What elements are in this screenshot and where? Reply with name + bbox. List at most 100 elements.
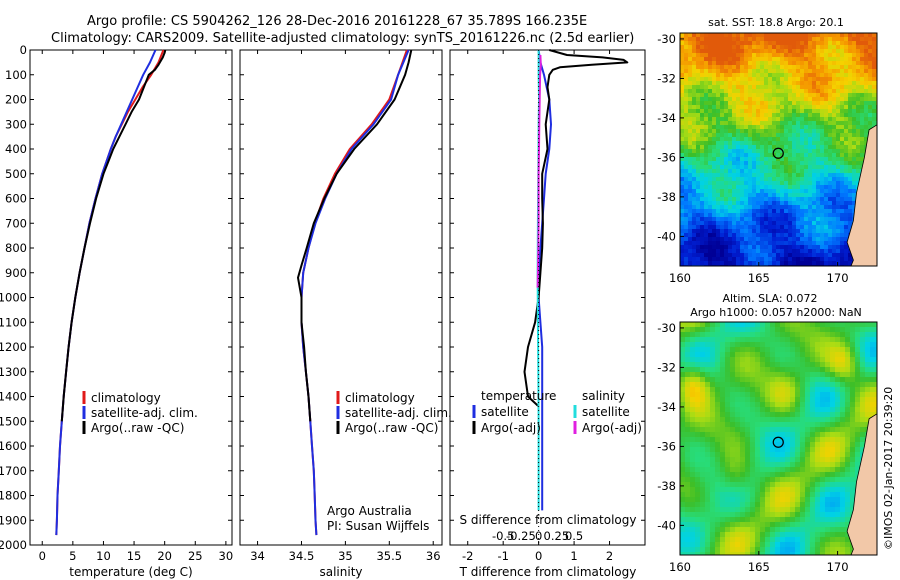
map-cell [768, 65, 773, 70]
map-cell [776, 241, 781, 246]
map-cell [788, 81, 793, 86]
map-cell [708, 189, 713, 194]
y-tick-label: 600 [5, 192, 27, 206]
map-cell [730, 512, 736, 518]
map-cell [828, 245, 833, 250]
title-line-1: Argo profile: CS 5904262_126 28-Dec-2016… [87, 14, 587, 29]
x-tick-label: 10 [96, 549, 111, 563]
map-cell [716, 213, 721, 218]
map-cell [792, 145, 797, 150]
map-cell [810, 322, 816, 328]
map-cell [845, 417, 851, 423]
map-cell [744, 261, 749, 266]
map-cell [788, 249, 793, 254]
map-cell [840, 462, 846, 468]
map-cell [716, 105, 721, 110]
map-cell [725, 332, 731, 338]
map-cell [760, 53, 765, 58]
map-cell [772, 177, 777, 182]
map-cell [835, 402, 841, 408]
map-cell [720, 352, 726, 358]
map-cell [764, 221, 769, 226]
map-cell [860, 427, 866, 433]
map-cell [680, 362, 686, 368]
map-cell [692, 245, 697, 250]
map-cell [740, 185, 745, 190]
map-cell [728, 261, 733, 266]
map-cell [704, 77, 709, 82]
map-cell [740, 37, 745, 42]
map-cell [700, 357, 706, 363]
map-cell [820, 457, 826, 463]
map-cell [784, 153, 789, 158]
map-cell [840, 402, 846, 408]
map-cell [788, 217, 793, 222]
map-cell [770, 462, 776, 468]
map-cell [705, 327, 711, 333]
map-cell [832, 85, 837, 90]
map-cell [744, 41, 749, 46]
map-cell [808, 197, 813, 202]
map-cell [836, 213, 841, 218]
map-cell [840, 352, 846, 358]
map-cell [700, 61, 705, 66]
map-cell [680, 322, 686, 328]
map-cell [704, 121, 709, 126]
map-cell [764, 117, 769, 122]
map-cell [760, 125, 765, 130]
map-cell [704, 225, 709, 230]
map-cell [840, 362, 846, 368]
map-cell [796, 65, 801, 70]
map-cell [760, 532, 766, 538]
map-cell [868, 81, 873, 86]
map-cell [736, 257, 741, 262]
map-cell [680, 161, 685, 166]
map-cell [736, 193, 741, 198]
map-cell [832, 105, 837, 110]
map-cell [760, 49, 765, 54]
map-cell [700, 53, 705, 58]
map-cell [780, 161, 785, 166]
map-cell [788, 129, 793, 134]
map-cell [684, 181, 689, 186]
map-cell [688, 253, 693, 258]
map-cell [816, 73, 821, 78]
map-cell [732, 209, 737, 214]
map-cell [875, 347, 877, 353]
map-cell [720, 221, 725, 226]
map-cell [820, 77, 825, 82]
map-cell [700, 432, 706, 438]
map-cell [744, 189, 749, 194]
map-cell [776, 185, 781, 190]
map-cell [832, 245, 837, 250]
map-cell [788, 185, 793, 190]
map-cell [728, 37, 733, 42]
map-cell [725, 337, 731, 343]
sla-map [680, 322, 877, 555]
map-cell [748, 177, 753, 182]
map-cell [835, 502, 841, 508]
map-cell [804, 105, 809, 110]
map-cell [710, 487, 716, 493]
map-cell [745, 432, 751, 438]
map-cell [740, 109, 745, 114]
map-cell [685, 487, 691, 493]
map-cell [816, 105, 821, 110]
map-cell [795, 322, 801, 328]
map-cell [816, 249, 821, 254]
map-cell [736, 105, 741, 110]
map-cell [755, 482, 761, 488]
map-cell [868, 77, 873, 82]
map-cell [852, 201, 857, 206]
map-cell [835, 327, 841, 333]
map-cell [812, 49, 817, 54]
map-cell [805, 492, 811, 498]
map-cell [875, 342, 877, 348]
map-cell [772, 97, 777, 102]
map-cell [772, 161, 777, 166]
map-cell [864, 125, 869, 130]
map-cell [745, 507, 751, 513]
map-cell [852, 101, 857, 106]
map-cell [756, 105, 761, 110]
map-cell [788, 125, 793, 130]
